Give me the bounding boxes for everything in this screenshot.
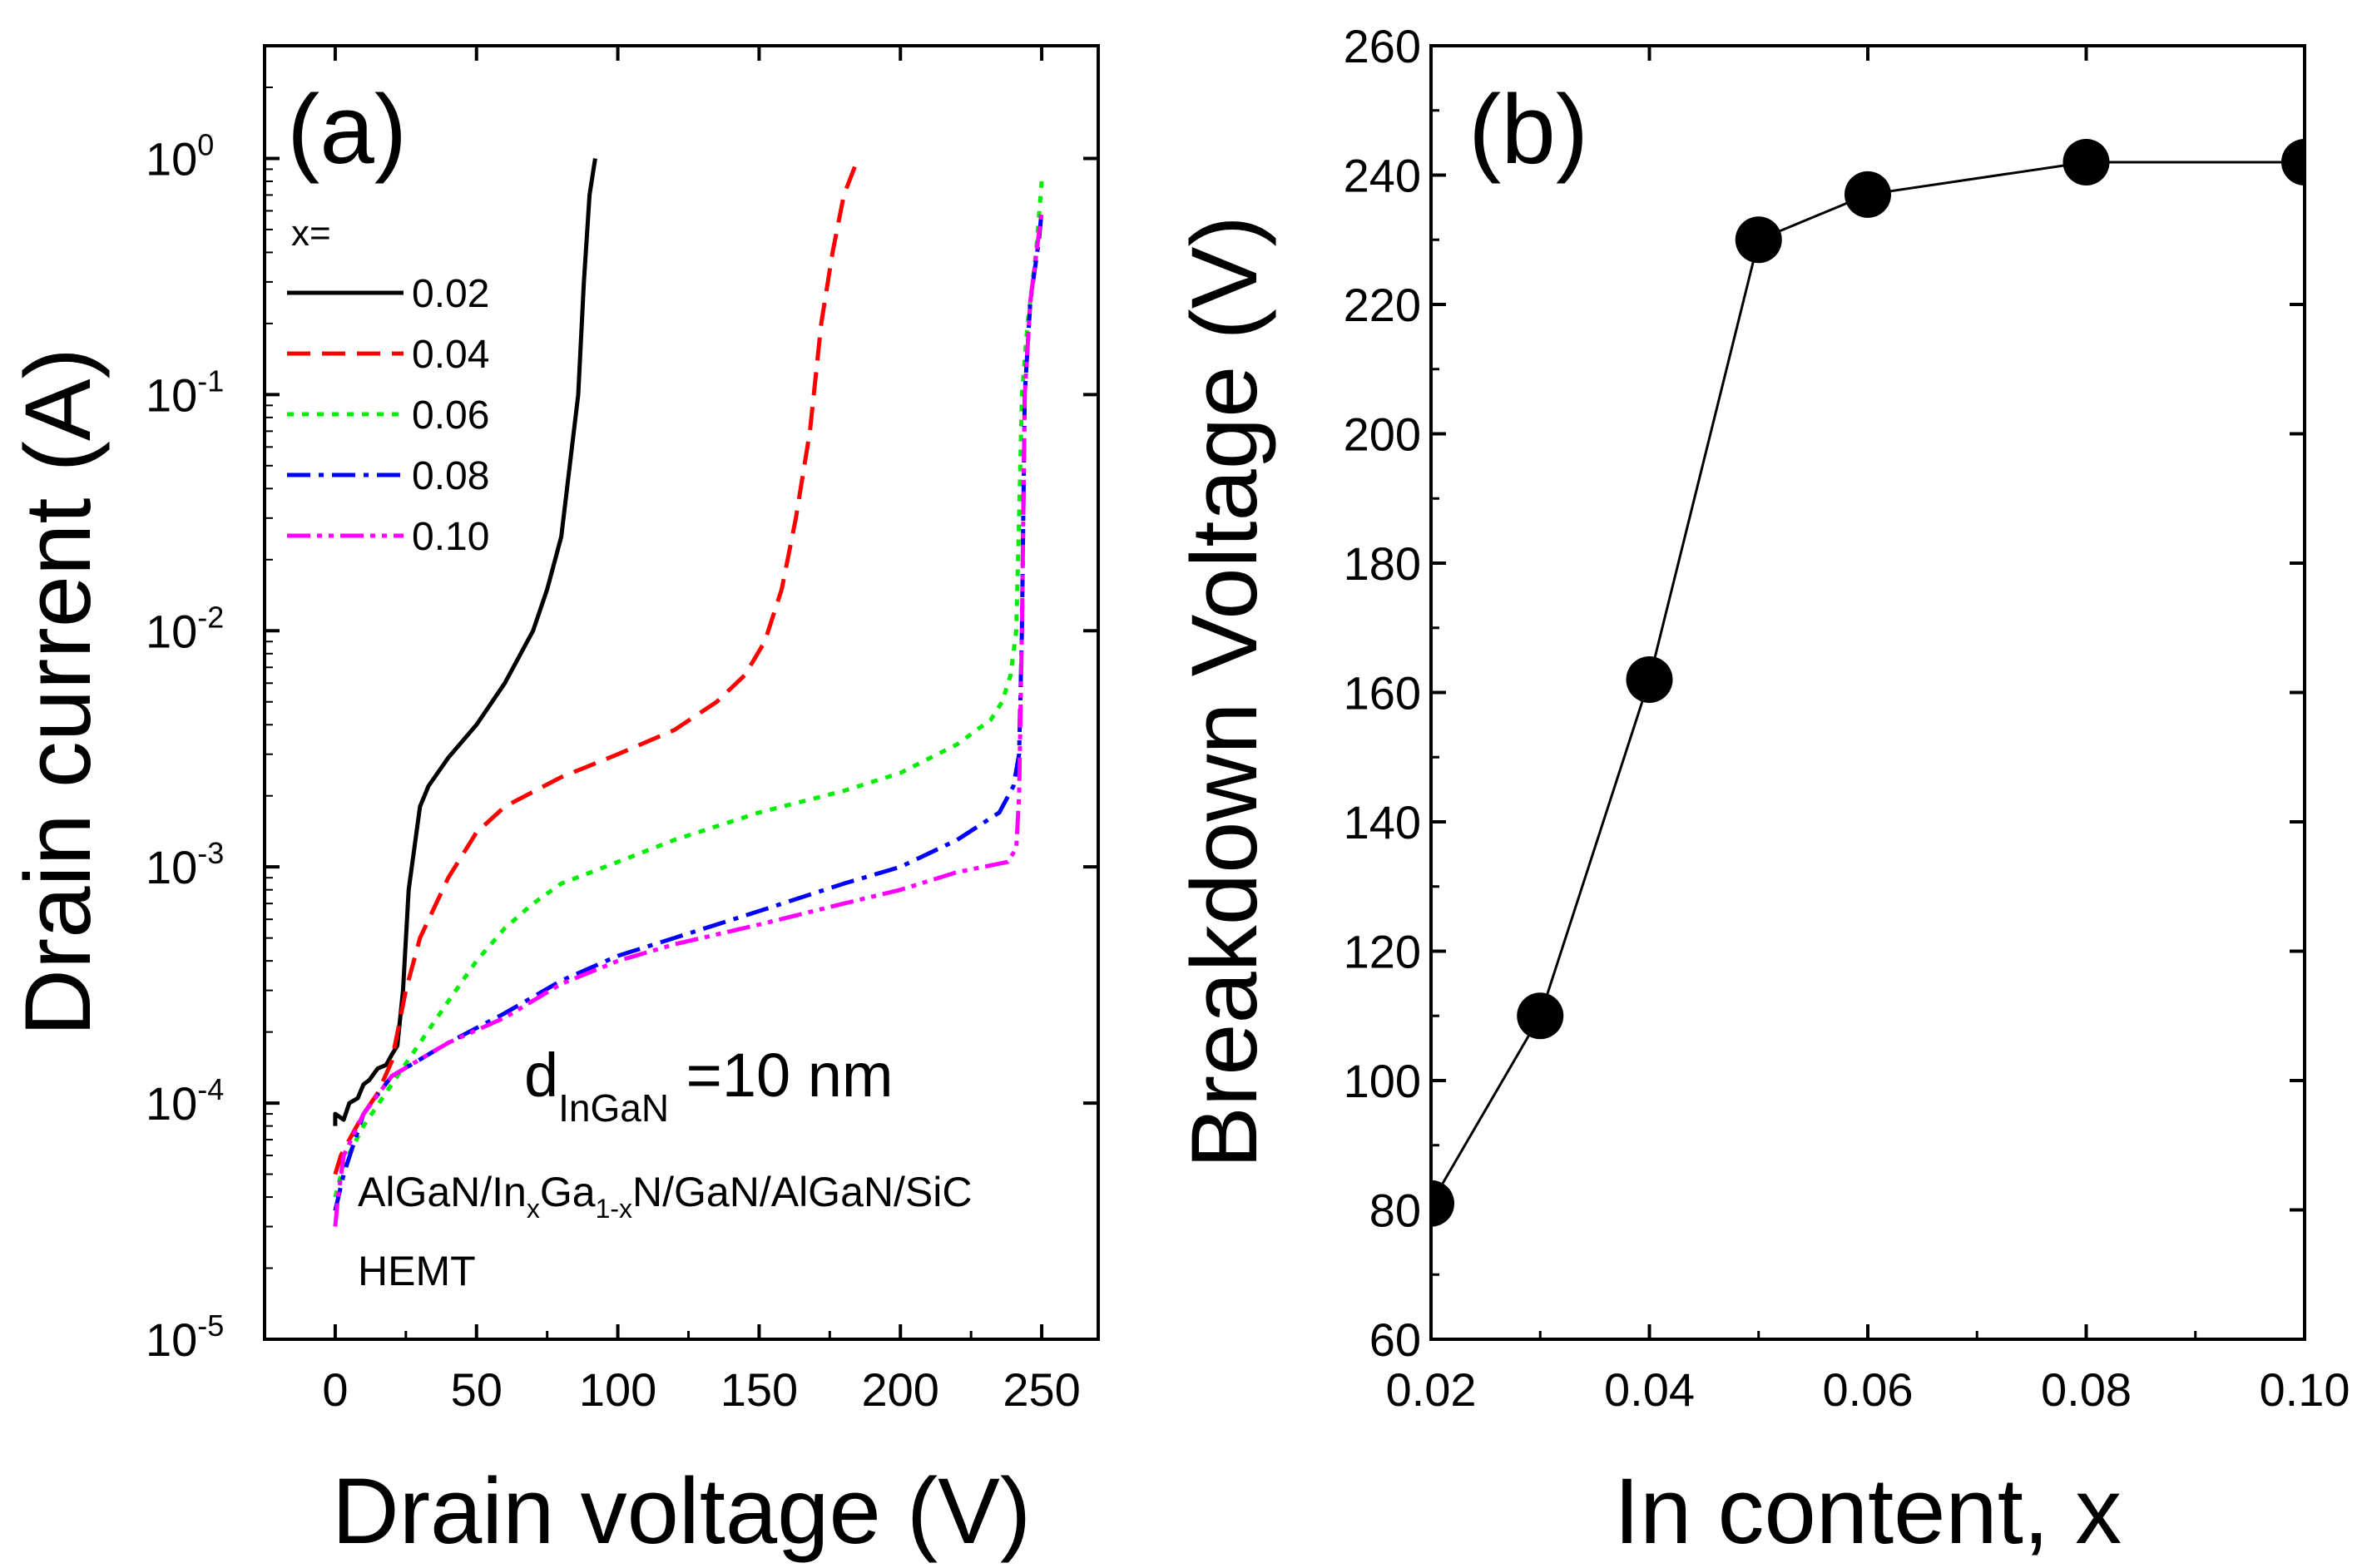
y-tick-label: 10-2 xyxy=(146,600,224,657)
x-tick-label: 150 xyxy=(720,1363,798,1416)
structure-part-rest: N/GaN/AlGaN/SiC xyxy=(632,1169,972,1215)
y-tick-base: 10 xyxy=(146,369,197,421)
panel-b-series-group xyxy=(1431,138,2305,1227)
panel-a-legend: x= 0.02 0.04 0.06 0.08 0.10 xyxy=(287,213,489,559)
y-tick-label: 10-3 xyxy=(146,836,224,893)
legend-label-x-0.06: 0.06 xyxy=(412,393,489,438)
legend-label-x-0.04: 0.04 xyxy=(412,333,489,377)
annotation-structure: AlGaN/InxGa1-xN/GaN/AlGaN/SiC xyxy=(358,1169,972,1224)
series-line-x-0.06 xyxy=(333,181,1044,1198)
x-tick-label: 50 xyxy=(451,1363,503,1416)
y-tick-base: 10 xyxy=(146,1077,197,1130)
legend-entries: 0.02 0.04 0.06 0.08 0.10 xyxy=(287,272,489,559)
data-point-x-0.08 xyxy=(2062,138,2110,185)
legend-label-x-0.10: 0.10 xyxy=(412,515,489,559)
y-tick-exponent: -4 xyxy=(197,1072,224,1106)
annotation-d-main: d xyxy=(524,1041,558,1110)
y-tick-label: 140 xyxy=(1344,796,1421,848)
y-tick-label: 200 xyxy=(1344,408,1421,461)
y-tick-label: 60 xyxy=(1369,1313,1421,1366)
y-tick-label: 80 xyxy=(1369,1185,1421,1237)
y-tick-label: 260 xyxy=(1344,20,1421,72)
y-tick-exponent: -2 xyxy=(197,600,224,634)
y-tick-label: 100 xyxy=(1344,1055,1421,1107)
panel-b-label: (b) xyxy=(1468,75,1588,185)
data-point-x-0.03 xyxy=(1517,992,1564,1040)
y-tick-base: 10 xyxy=(146,1313,197,1366)
structure-part-ga: Ga xyxy=(540,1169,596,1215)
x-tick-label: 200 xyxy=(862,1363,939,1416)
x-tick-label: 0.06 xyxy=(1823,1363,1914,1416)
legend-title: x= xyxy=(291,213,331,254)
legend-label-x-0.08: 0.08 xyxy=(412,454,489,498)
data-point-x-0.1 xyxy=(2281,138,2305,185)
x-tick-label: 100 xyxy=(579,1363,656,1416)
y-tick-label: 240 xyxy=(1344,150,1421,202)
panel-a-y-axis-title: Drain current (A) xyxy=(6,348,110,1036)
annotation-device: HEMT xyxy=(358,1248,476,1294)
series-line-x-0.08 xyxy=(333,210,1044,1212)
panel-a-plot-frame xyxy=(263,44,1100,1341)
panel-b-breakdown-voltage-chart: 0.02 0.04 0.06 0.08 0.10 60 80 100 120 140 160 180… xyxy=(1172,20,2350,1563)
y-tick-label: 10-1 xyxy=(146,364,224,421)
panel-b-y-axis-title: Breakdown Voltage (V) xyxy=(1172,215,1276,1169)
panel-b-x-axis-title: In content, x xyxy=(1614,1459,2122,1563)
y-tick-label: 220 xyxy=(1344,279,1421,331)
data-point-x-0.04 xyxy=(1626,655,1673,703)
y-tick-base: 10 xyxy=(146,605,197,657)
y-tick-label: 10-4 xyxy=(146,1072,224,1130)
x-tick-label: 250 xyxy=(1003,1363,1080,1416)
x-tick-label: 0 xyxy=(322,1363,348,1416)
x-tick-label: 0.04 xyxy=(1604,1363,1695,1416)
panel-b-plot-frame xyxy=(1429,44,2306,1341)
annotation-d-subscript: InGaN xyxy=(558,1086,669,1130)
series-line-x-0.10 xyxy=(333,210,1044,1227)
series-line-x-0.02 xyxy=(333,158,597,1126)
y-tick-label: 160 xyxy=(1344,667,1421,720)
panel-b-y-ticks: 60 80 100 120 140 160 180 200 220 240 260 xyxy=(1344,20,2305,1366)
y-tick-label: 100 xyxy=(146,127,214,185)
y-tick-label: 180 xyxy=(1344,537,1421,590)
panel-a-x-ticks: 0 50 100 150 200 250 xyxy=(322,46,1081,1416)
x-tick-label: 0.08 xyxy=(2041,1363,2132,1416)
data-point-x-0.06 xyxy=(1845,171,1891,218)
annotation-d-ingan: dInGaN =10 nm xyxy=(524,1041,894,1130)
data-point-x-0.02 xyxy=(1431,1180,1454,1227)
panel-a-label: (a) xyxy=(287,75,407,185)
y-tick-base: 10 xyxy=(146,841,197,893)
y-tick-label: 120 xyxy=(1344,926,1421,978)
y-tick-exponent: -5 xyxy=(197,1308,224,1343)
panel-a-drain-current-chart: 0 50 100 150 200 250 10-510-410-310-210-1100 … xyxy=(6,44,1100,1563)
panel-a-x-axis-title: Drain voltage (V) xyxy=(332,1459,1031,1563)
y-tick-label: 10-5 xyxy=(146,1308,224,1366)
breakdown-voltage-line xyxy=(1431,161,2305,1204)
data-point-x-0.05 xyxy=(1735,216,1782,264)
y-tick-base: 10 xyxy=(146,132,197,185)
panel-a-series-group xyxy=(333,157,1044,1227)
y-tick-exponent: -3 xyxy=(197,836,224,870)
structure-sub-x: x xyxy=(527,1194,540,1224)
panel-b-x-ticks: 0.02 0.04 0.06 0.08 0.10 xyxy=(1386,46,2350,1416)
x-tick-label: 0.10 xyxy=(2260,1363,2350,1416)
x-tick-label: 0.02 xyxy=(1386,1363,1477,1416)
structure-part-1: AlGaN/In xyxy=(358,1169,527,1215)
legend-label-x-0.02: 0.02 xyxy=(412,272,489,316)
y-tick-exponent: 0 xyxy=(197,127,214,161)
structure-sub-1-x: 1-x xyxy=(596,1194,632,1224)
annotation-d-value: =10 nm xyxy=(669,1041,893,1110)
y-tick-exponent: -1 xyxy=(197,364,224,398)
